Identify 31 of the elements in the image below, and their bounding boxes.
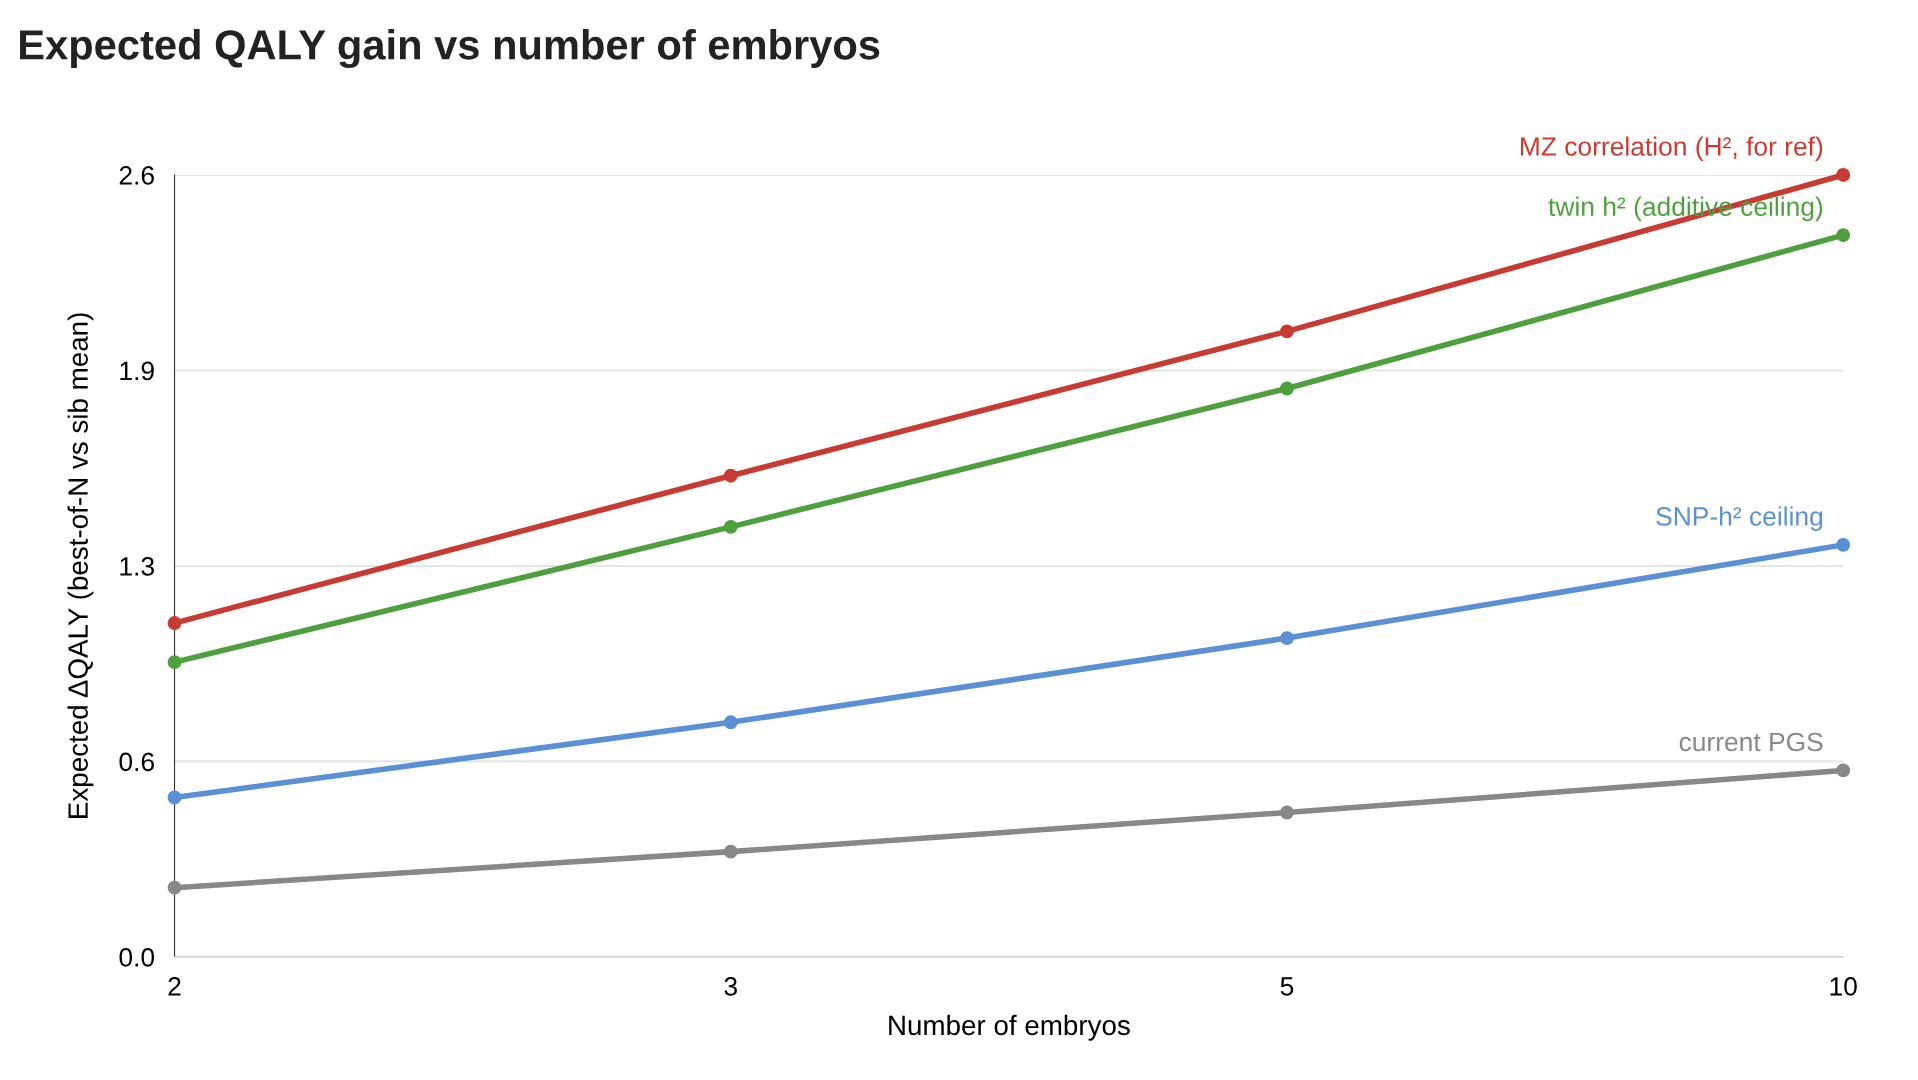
series-label: current PGS: [1679, 732, 1823, 752]
point: [723, 519, 738, 534]
y-tick-label: 1.3: [120, 557, 154, 576]
x-tick-label: 10: [1830, 977, 1857, 996]
y-tick-label: 1.9: [120, 361, 154, 381]
point: [1280, 631, 1294, 646]
point: [1836, 228, 1851, 243]
x-tick-label: 3: [724, 977, 737, 996]
point: [167, 880, 182, 895]
y-tick-label: 0.6: [119, 752, 154, 772]
chart-title: Expected QALY gain vs number of embryos: [20, 29, 880, 69]
y-tick-label: 0.0: [119, 948, 155, 967]
series-label: SNP-h² ceiling: [1656, 506, 1823, 531]
point: [1280, 381, 1294, 396]
point: [723, 844, 738, 859]
y-tick-label: 2.6: [119, 166, 154, 185]
point: [1280, 324, 1294, 339]
point: [723, 715, 738, 730]
x-tick-label: 5: [1280, 977, 1294, 996]
x-tick-label: 2: [168, 977, 181, 996]
x-axis-title: Number of embryos: [889, 1014, 1130, 1041]
point: [167, 616, 182, 631]
point: [1836, 168, 1851, 182]
point: [723, 468, 738, 483]
y-axis-title: Expected ΔQALY (best-of-N vs sib mean): [67, 313, 94, 818]
point: [167, 790, 182, 805]
point: [1836, 537, 1851, 552]
point: [167, 655, 182, 670]
point: [1280, 805, 1294, 820]
point: [1836, 763, 1851, 778]
series-label: MZ correlation (H², for ref): [1520, 136, 1823, 162]
